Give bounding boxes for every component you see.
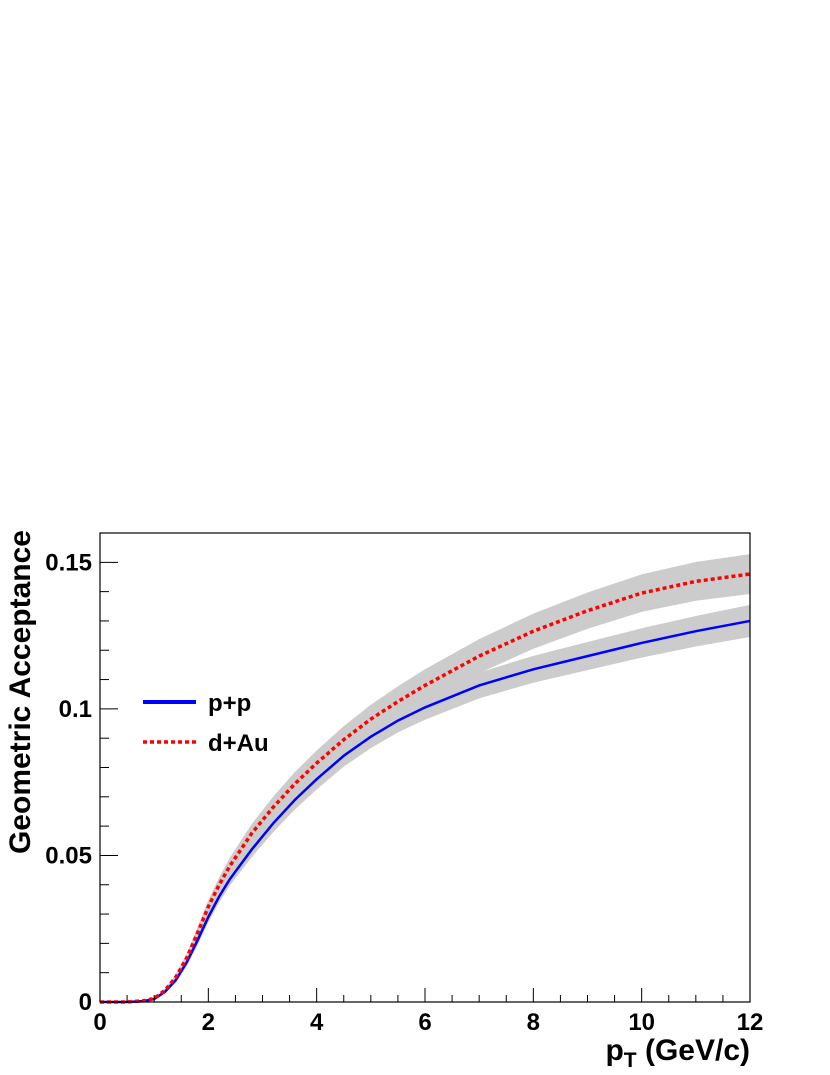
legend-label-p-p: p+p [208,690,251,717]
x-axis-label-main: p [605,1034,623,1067]
x-tick-label: 12 [737,1009,764,1036]
band-1 [100,554,750,1002]
y-axis-label: Geometric Acceptance [4,530,37,854]
series-line-0 [100,619,751,1004]
x-tick-label: 2 [202,1009,215,1036]
series-lines [100,572,751,1004]
x-axis-label-subscript: T [624,1049,637,1072]
band-0 [100,604,750,1002]
x-tick-label: 0 [93,1009,106,1036]
x-axis-label: pT (GeV/c) [605,1034,750,1072]
x-tick-label: 10 [628,1009,655,1036]
x-tick-label: 6 [418,1009,431,1036]
legend: p+p d+Au [143,690,269,757]
series-line-1 [100,572,751,1004]
x-axis-label-unit: (GeV/c) [637,1034,750,1067]
y-tick-label: 0 [79,989,92,1016]
uncertainty-bands [100,554,750,1002]
y-tick-label: 0.1 [59,696,92,723]
legend-label-d-au: d+Au [208,730,269,757]
x-tick-label: 4 [310,1009,324,1036]
x-axis-ticks: 0 2 4 6 8 10 12 [93,988,763,1036]
x-tick-label: 8 [527,1009,540,1036]
y-tick-label: 0.05 [45,842,92,869]
y-tick-label: 0.15 [45,549,92,576]
y-axis-ticks: 0 0.05 0.1 0.15 [45,532,118,1016]
